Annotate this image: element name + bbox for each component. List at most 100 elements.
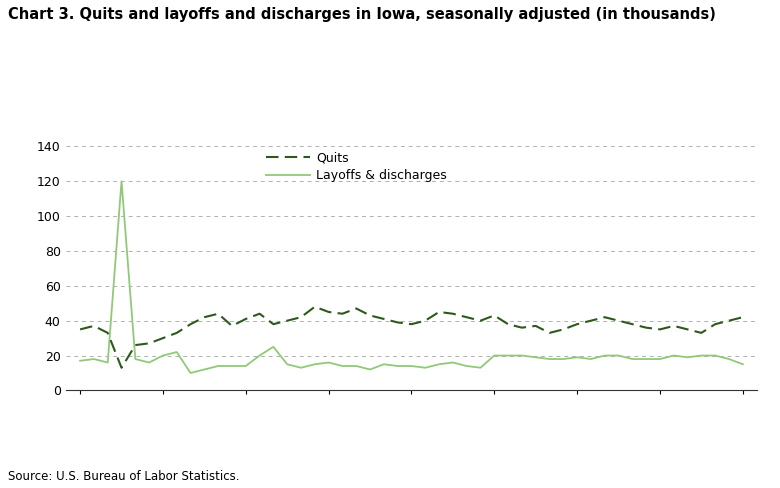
Layoffs & discharges xyxy=(117,178,126,184)
Layoffs & discharges xyxy=(490,353,499,359)
Layoffs & discharges xyxy=(476,365,485,371)
Layoffs & discharges xyxy=(241,363,250,369)
Quits xyxy=(697,330,706,336)
Layoffs & discharges xyxy=(324,360,333,366)
Quits xyxy=(296,314,306,320)
Layoffs & discharges xyxy=(338,363,347,369)
Quits xyxy=(310,304,320,310)
Layoffs & discharges xyxy=(379,361,388,367)
Quits xyxy=(103,330,112,336)
Quits xyxy=(407,321,417,327)
Quits xyxy=(379,316,388,322)
Quits xyxy=(503,321,512,327)
Quits xyxy=(268,321,278,327)
Quits xyxy=(587,318,596,324)
Layoffs & discharges xyxy=(641,356,651,362)
Quits xyxy=(144,341,154,346)
Layoffs & discharges xyxy=(310,361,320,367)
Quits xyxy=(544,330,554,336)
Layoffs & discharges xyxy=(600,353,609,359)
Layoffs & discharges xyxy=(462,363,471,369)
Layoffs & discharges xyxy=(296,365,306,371)
Quits xyxy=(683,326,693,332)
Layoffs & discharges xyxy=(697,353,706,359)
Layoffs & discharges xyxy=(76,358,85,364)
Quits xyxy=(711,321,720,327)
Layoffs & discharges xyxy=(587,356,596,362)
Quits xyxy=(600,314,609,320)
Layoffs & discharges xyxy=(103,360,112,366)
Layoffs & discharges xyxy=(407,363,417,369)
Quits xyxy=(200,314,209,320)
Quits xyxy=(655,326,665,332)
Layoffs & discharges xyxy=(655,356,665,362)
Layoffs & discharges xyxy=(227,363,236,369)
Layoffs & discharges xyxy=(448,360,458,366)
Text: Chart 3. Quits and layoffs and discharges in Iowa, seasonally adjusted (in thous: Chart 3. Quits and layoffs and discharge… xyxy=(8,7,716,22)
Layoffs & discharges xyxy=(434,361,444,367)
Layoffs & discharges xyxy=(89,356,98,362)
Layoffs & discharges xyxy=(531,354,541,360)
Quits xyxy=(517,325,526,330)
Layoffs & discharges xyxy=(544,356,554,362)
Layoffs & discharges xyxy=(614,353,623,359)
Quits xyxy=(462,314,471,320)
Quits xyxy=(669,323,679,329)
Quits xyxy=(214,311,223,317)
Layoffs & discharges xyxy=(131,356,140,362)
Layoffs & discharges xyxy=(628,356,637,362)
Line: Layoffs & discharges: Layoffs & discharges xyxy=(80,181,743,373)
Quits xyxy=(255,311,264,317)
Layoffs & discharges xyxy=(268,344,278,350)
Layoffs & discharges xyxy=(186,370,195,376)
Layoffs & discharges xyxy=(711,353,720,359)
Layoffs & discharges xyxy=(200,366,209,372)
Quits xyxy=(420,318,430,324)
Layoffs & discharges xyxy=(669,353,679,359)
Quits xyxy=(628,321,637,327)
Quits xyxy=(393,320,402,325)
Layoffs & discharges xyxy=(282,361,292,367)
Quits xyxy=(434,309,444,315)
Quits xyxy=(573,321,582,327)
Legend: Quits, Layoffs & discharges: Quits, Layoffs & discharges xyxy=(261,146,452,187)
Quits xyxy=(338,311,347,317)
Layoffs & discharges xyxy=(573,354,582,360)
Layoffs & discharges xyxy=(558,356,568,362)
Layoffs & discharges xyxy=(738,361,747,367)
Quits xyxy=(241,316,250,322)
Quits xyxy=(227,323,236,329)
Layoffs & discharges xyxy=(352,363,361,369)
Quits xyxy=(448,311,458,317)
Layoffs & discharges xyxy=(214,363,223,369)
Quits xyxy=(324,309,333,315)
Layoffs & discharges xyxy=(725,356,734,362)
Quits xyxy=(76,326,85,332)
Quits xyxy=(282,318,292,324)
Quits xyxy=(738,314,747,320)
Layoffs & discharges xyxy=(683,354,693,360)
Quits xyxy=(158,335,168,341)
Quits xyxy=(558,326,568,332)
Quits xyxy=(89,323,98,329)
Layoffs & discharges xyxy=(255,353,264,359)
Layoffs & discharges xyxy=(144,360,154,366)
Quits xyxy=(352,305,361,311)
Layoffs & discharges xyxy=(158,353,168,359)
Quits xyxy=(641,325,651,330)
Line: Quits: Quits xyxy=(80,307,743,368)
Layoffs & discharges xyxy=(503,353,512,359)
Quits xyxy=(725,318,734,324)
Quits xyxy=(131,342,140,348)
Layoffs & discharges xyxy=(420,365,430,371)
Layoffs & discharges xyxy=(365,366,374,372)
Quits xyxy=(614,318,623,324)
Quits xyxy=(172,330,182,336)
Quits xyxy=(186,321,195,327)
Quits xyxy=(490,312,499,318)
Layoffs & discharges xyxy=(517,353,526,359)
Quits xyxy=(117,365,126,371)
Text: Source: U.S. Bureau of Labor Statistics.: Source: U.S. Bureau of Labor Statistics. xyxy=(8,470,239,483)
Layoffs & discharges xyxy=(172,349,182,355)
Quits xyxy=(531,323,541,329)
